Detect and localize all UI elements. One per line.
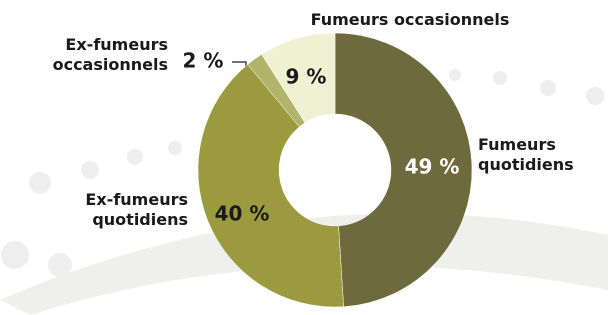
background-dot xyxy=(48,253,72,277)
background-dot xyxy=(127,149,143,165)
background-dot xyxy=(81,161,99,179)
background-dot xyxy=(493,71,507,85)
category-label: Fumeurs occasionnels xyxy=(290,10,530,30)
background-dot xyxy=(1,241,29,269)
background-dot xyxy=(168,141,182,155)
category-label: Fumeurs quotidiens xyxy=(478,135,608,175)
page: {"chart_data": {"type": "donut", "catego… xyxy=(0,0,608,315)
value-label: 40 % xyxy=(215,202,270,226)
background-dot xyxy=(586,87,604,105)
value-label: 49 % xyxy=(405,155,460,179)
value-label: 9 % xyxy=(286,65,327,89)
background-dot xyxy=(449,69,461,81)
category-label: Ex-fumeurs occasionnels xyxy=(0,35,168,75)
category-label: Ex-fumeurs quotidiens xyxy=(30,190,188,230)
background-dot xyxy=(540,80,556,96)
value-label: 2 % xyxy=(183,49,224,73)
